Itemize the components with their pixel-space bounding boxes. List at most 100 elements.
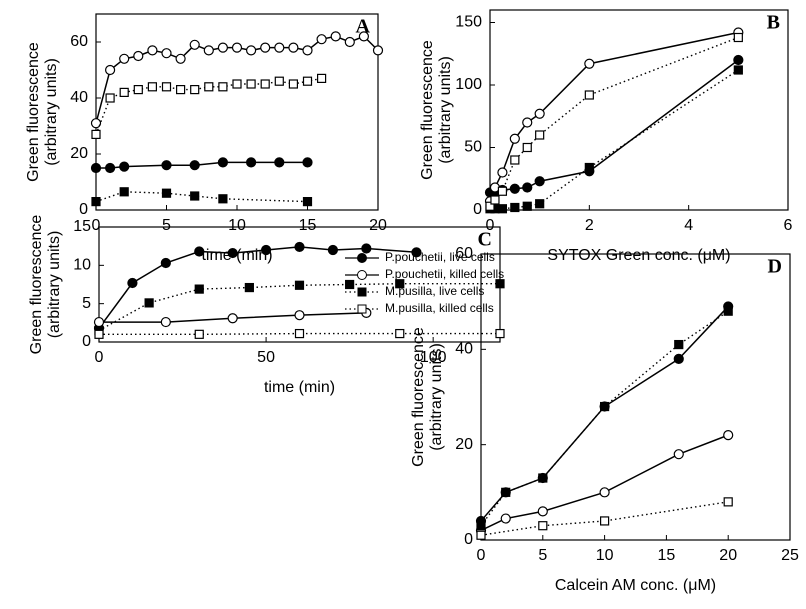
data-point [161,48,172,59]
data-point [302,76,313,86]
data-point [246,79,256,89]
x-tick-label: 2 [585,217,594,234]
series [476,306,733,531]
data-point [733,54,744,66]
data-point [509,183,520,194]
data-point [330,31,341,42]
data-point [294,241,305,253]
data-point [246,157,257,168]
data-point [497,167,508,178]
data-point [90,118,102,129]
series [91,73,327,139]
data-point [500,513,511,524]
data-point [584,58,595,69]
panel-label: B [767,12,780,34]
data-point [534,108,545,119]
data-point [723,306,733,316]
y-tick-label: 20 [455,436,473,453]
data-point [194,246,205,257]
data-point [189,39,200,50]
data-point [161,160,172,171]
x-tick-label: 20 [719,547,737,564]
legend-marker [357,270,367,280]
data-point [105,93,115,103]
panel-label: A [356,16,371,38]
data-point [274,76,284,86]
data-point [476,530,486,540]
data-point [244,282,254,293]
data-point [127,277,138,289]
y-tick-label: 60 [455,245,473,262]
data-point [599,487,610,498]
data-point [227,247,238,259]
x-tick-label: 5 [162,217,171,234]
data-point [260,42,271,53]
data-point [147,82,157,92]
data-point [294,310,305,321]
data-point [176,84,186,95]
data-point [361,243,372,254]
data-point [294,280,305,290]
data-point [534,176,545,187]
data-point [522,182,533,193]
data-point [217,42,228,53]
data-point [260,79,270,89]
data-point [584,162,594,173]
series-line [489,31,739,202]
data-point [189,160,200,171]
y-tick-label: 0 [79,201,88,218]
y-axis-label-line: Green fluorescence [419,40,436,180]
y-tick-label: 40 [70,89,88,106]
series [90,31,384,129]
data-point [194,284,204,294]
data-point [119,87,129,98]
data-point [133,50,144,62]
data-point [104,162,116,174]
y-tick-label: 10 [73,257,91,274]
data-point [94,329,104,339]
data-point [175,53,186,64]
data-point [274,157,285,168]
data-point [395,328,405,339]
y-axis-label-line: Green fluorescence [28,215,45,355]
data-point [674,339,684,350]
plot-frame [489,9,789,211]
data-point [733,65,743,75]
x-tick-label: 10 [596,547,614,564]
y-axis-label-line: (arbitrary units) [46,231,63,339]
data-point [104,64,116,76]
y-axis-label: Green fluorescence(arbitrary units) [28,215,63,355]
data-point [161,188,172,198]
data-point [161,82,172,92]
series [476,497,733,540]
data-point [522,201,532,211]
data-point [119,187,129,197]
legend-label: M.pusilla, live cells [385,284,484,298]
data-point [673,449,684,460]
data-point [535,199,545,209]
series-line [98,246,417,329]
series-line [480,305,729,522]
data-point [485,201,495,211]
data-point [522,142,532,153]
data-point [535,130,545,140]
x-axis-label: time (min) [264,379,335,396]
y-tick-label: 15 [73,218,91,235]
legend-label: P.pouchetii, killed cells [385,267,504,281]
legend: P.pouchetii, live cells P.pouchetii, kill… [345,250,504,315]
data-point [218,194,228,204]
y-axis-label-line: (arbitrary units) [428,343,445,451]
series [485,32,743,211]
data-point [490,195,500,205]
data-point [231,42,243,53]
y-axis-label: Green fluorescence(arbitrary units) [419,40,454,180]
series [93,307,372,328]
x-tick-label: 100 [420,349,447,366]
data-point [345,279,355,290]
data-point [599,401,610,412]
data-point [495,279,505,289]
data-point [538,521,548,531]
y-tick-label: 150 [455,14,482,31]
series-line [99,332,500,336]
data-point [91,197,101,207]
